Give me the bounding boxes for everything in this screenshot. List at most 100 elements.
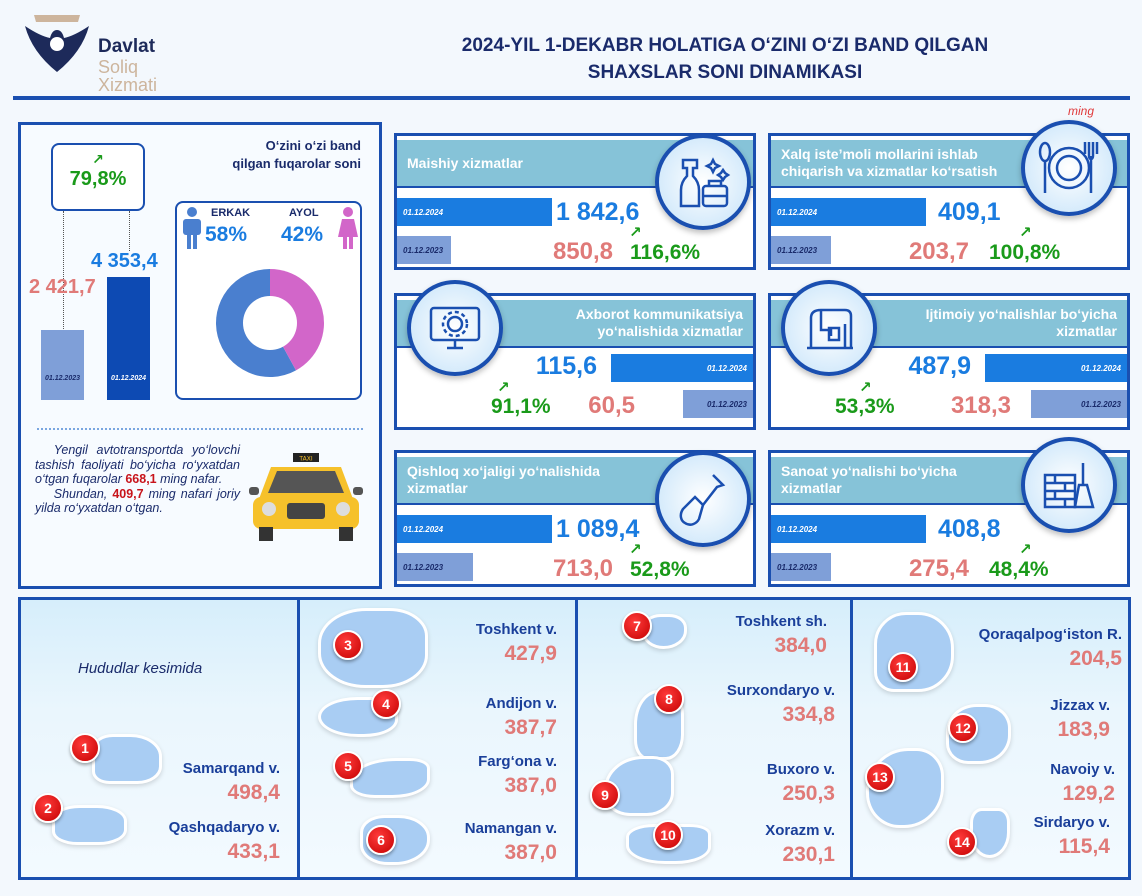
trend-up-icon: ↗: [497, 379, 510, 396]
region-name: Surxondaryo v.: [726, 682, 835, 699]
bar-2023-label: 01.12.2023: [403, 562, 444, 572]
region-name: Farg‘ona v.: [478, 753, 557, 770]
trend-up-icon: ↗: [629, 224, 642, 241]
bar-2023: 01.12.2023: [683, 390, 753, 418]
region-number: 3: [344, 637, 352, 653]
region-value: 115,4: [1058, 835, 1110, 858]
card-title-text: Maishiy xizmatlar: [407, 154, 523, 171]
bar-2023: 01.12.2023: [771, 553, 831, 581]
region-map-shape: [350, 758, 430, 798]
card-title-text: Ijtimoiy yo‘nalishlar bo‘yicha xizmatlar: [925, 306, 1117, 339]
taxi-description: Yengil avtotransportda yo‘lovchi tashish…: [35, 443, 240, 516]
growth-percent: 53,3%: [835, 395, 895, 418]
region-number-badge: 14: [947, 827, 977, 857]
category-icon: [655, 134, 751, 230]
category-card: Maishiy xizmatlar 01.12.2024 1 842,6 01.12.…: [394, 133, 756, 270]
logo-text-davlat: Davlat: [98, 36, 156, 57]
region-value: 387,7: [504, 716, 557, 739]
bar-2024-label: 01.12.2024: [110, 375, 147, 382]
region-number: 8: [665, 691, 673, 707]
taxi-sign-text: TAXI: [298, 456, 312, 463]
region-name: Andijon v.: [485, 695, 557, 712]
category-card: Xalq iste’moli mollarini ishlab chiqaris…: [768, 120, 1130, 270]
bar-2023: 01.12.2023: [397, 236, 451, 264]
card-title-text: Sanoat yo‘nalishi bo‘yicha xizmatlar: [781, 463, 957, 496]
current-value: 408,8: [938, 515, 1001, 543]
region-name: Sirdaryo v.: [1033, 814, 1110, 831]
category-card: Sanoat yo‘nalishi bo‘yicha xizmatlar 01.1…: [768, 437, 1130, 587]
trend-up-icon: ↗: [1019, 224, 1032, 241]
male-label: ERKAK: [211, 207, 251, 219]
category-card: Qishloq xo‘jaligi yo‘nalishida xizmatlar…: [394, 450, 756, 587]
card-title-text: Qishloq xo‘jaligi yo‘nalishida xizmatlar: [407, 463, 600, 496]
bar-2023: 01.12.2023: [771, 236, 831, 264]
taxi-count-new: 409,7: [112, 486, 144, 501]
region-value: 204,5: [1069, 647, 1122, 670]
bar-2024-label: 01.12.2024: [403, 524, 444, 534]
region-number: 9: [601, 787, 609, 803]
region-value: 384,0: [774, 634, 827, 657]
summary-heading-1: O‘zini o‘zi band: [265, 138, 361, 153]
bar-2023: 01.12.2023: [397, 553, 473, 581]
bar-2023-label: 01.12.2023: [706, 399, 747, 409]
gender-box: ERKAK 58% AYOL 42%: [175, 201, 362, 400]
bar-2023-label: 01.12.2023: [403, 245, 444, 255]
region-number: 14: [954, 834, 970, 850]
page-title: 2024-YIL 1-DEKABR HOLATIGA O‘ZINI O‘ZI B…: [340, 32, 1110, 86]
regions-column-3: [575, 597, 853, 880]
region-map-shape: [874, 612, 954, 692]
growth-box: ↗ 79,8%: [51, 143, 145, 211]
category-icon: [1021, 120, 1117, 216]
female-icon: [338, 207, 358, 249]
region-number-badge: 10: [653, 820, 683, 850]
bar-2024: 01.12.2024: [985, 354, 1127, 382]
region-number-badge: 8: [654, 684, 684, 714]
logo-text-xizmati: Xizmati: [98, 75, 158, 95]
growth-percent: 100,8%: [989, 241, 1061, 264]
region-number: 13: [872, 769, 888, 785]
region-number: 11: [895, 659, 911, 675]
bar-2023: 01.12.2023: [41, 330, 84, 400]
header-divider: [13, 96, 1130, 100]
bar-2024-label: 01.12.2024: [403, 207, 444, 217]
cur-total-value: 4 353,4: [91, 250, 158, 272]
dotted-divider: [37, 428, 363, 430]
region-number-badge: 4: [371, 689, 401, 719]
bar-2024: 01.12.2024: [397, 198, 552, 226]
current-value: 409,1: [938, 198, 1001, 226]
current-value: 115,6: [535, 352, 597, 380]
eagle-emblem-icon: [25, 15, 89, 72]
bar-2023-label: 01.12.2023: [777, 245, 818, 255]
previous-value: 60,5: [588, 392, 635, 419]
male-icon: [183, 207, 201, 249]
region-number-badge: 2: [33, 793, 63, 823]
trend-up-icon: ↗: [859, 379, 872, 396]
region-number-badge: 5: [333, 751, 363, 781]
female-label: AYOL: [289, 207, 319, 219]
bar-2023-label: 01.12.2023: [777, 562, 818, 572]
region-value: 183,9: [1057, 718, 1110, 741]
growth-percent: 48,4%: [989, 558, 1049, 581]
bar-2024-label: 01.12.2024: [706, 363, 747, 373]
current-value: 1 089,4: [556, 515, 640, 543]
region-number-badge: 7: [622, 611, 652, 641]
taxi-text-4: ming nafari joriy yilda ro‘yxatdan o‘tga…: [35, 486, 240, 516]
bar-2023: 01.12.2023: [1031, 390, 1127, 418]
region-number-badge: 11: [888, 652, 918, 682]
logo-text-soliq: Soliq: [98, 57, 139, 77]
current-value: 1 842,6: [556, 198, 640, 226]
current-value: 487,9: [908, 352, 971, 380]
regions-title: Hududlar kesimida: [78, 660, 203, 677]
region-number: 2: [44, 800, 52, 816]
region-name: Xorazm v.: [765, 822, 835, 839]
summary-heading-2: qilgan fuqarolar soni: [232, 156, 361, 171]
region-number-badge: 6: [366, 825, 396, 855]
summary-heading: O‘zini o‘zi band qilgan fuqarolar soni: [232, 137, 361, 173]
bar-2024: 01.12.2024: [771, 198, 926, 226]
region-map-shape: [970, 808, 1010, 858]
region-name: Samarqand v.: [182, 760, 280, 777]
previous-value: 318,3: [950, 392, 1011, 419]
region-name: Toshkent sh.: [735, 613, 827, 630]
region-number: 1: [81, 740, 89, 756]
category-icon: [1021, 437, 1117, 533]
